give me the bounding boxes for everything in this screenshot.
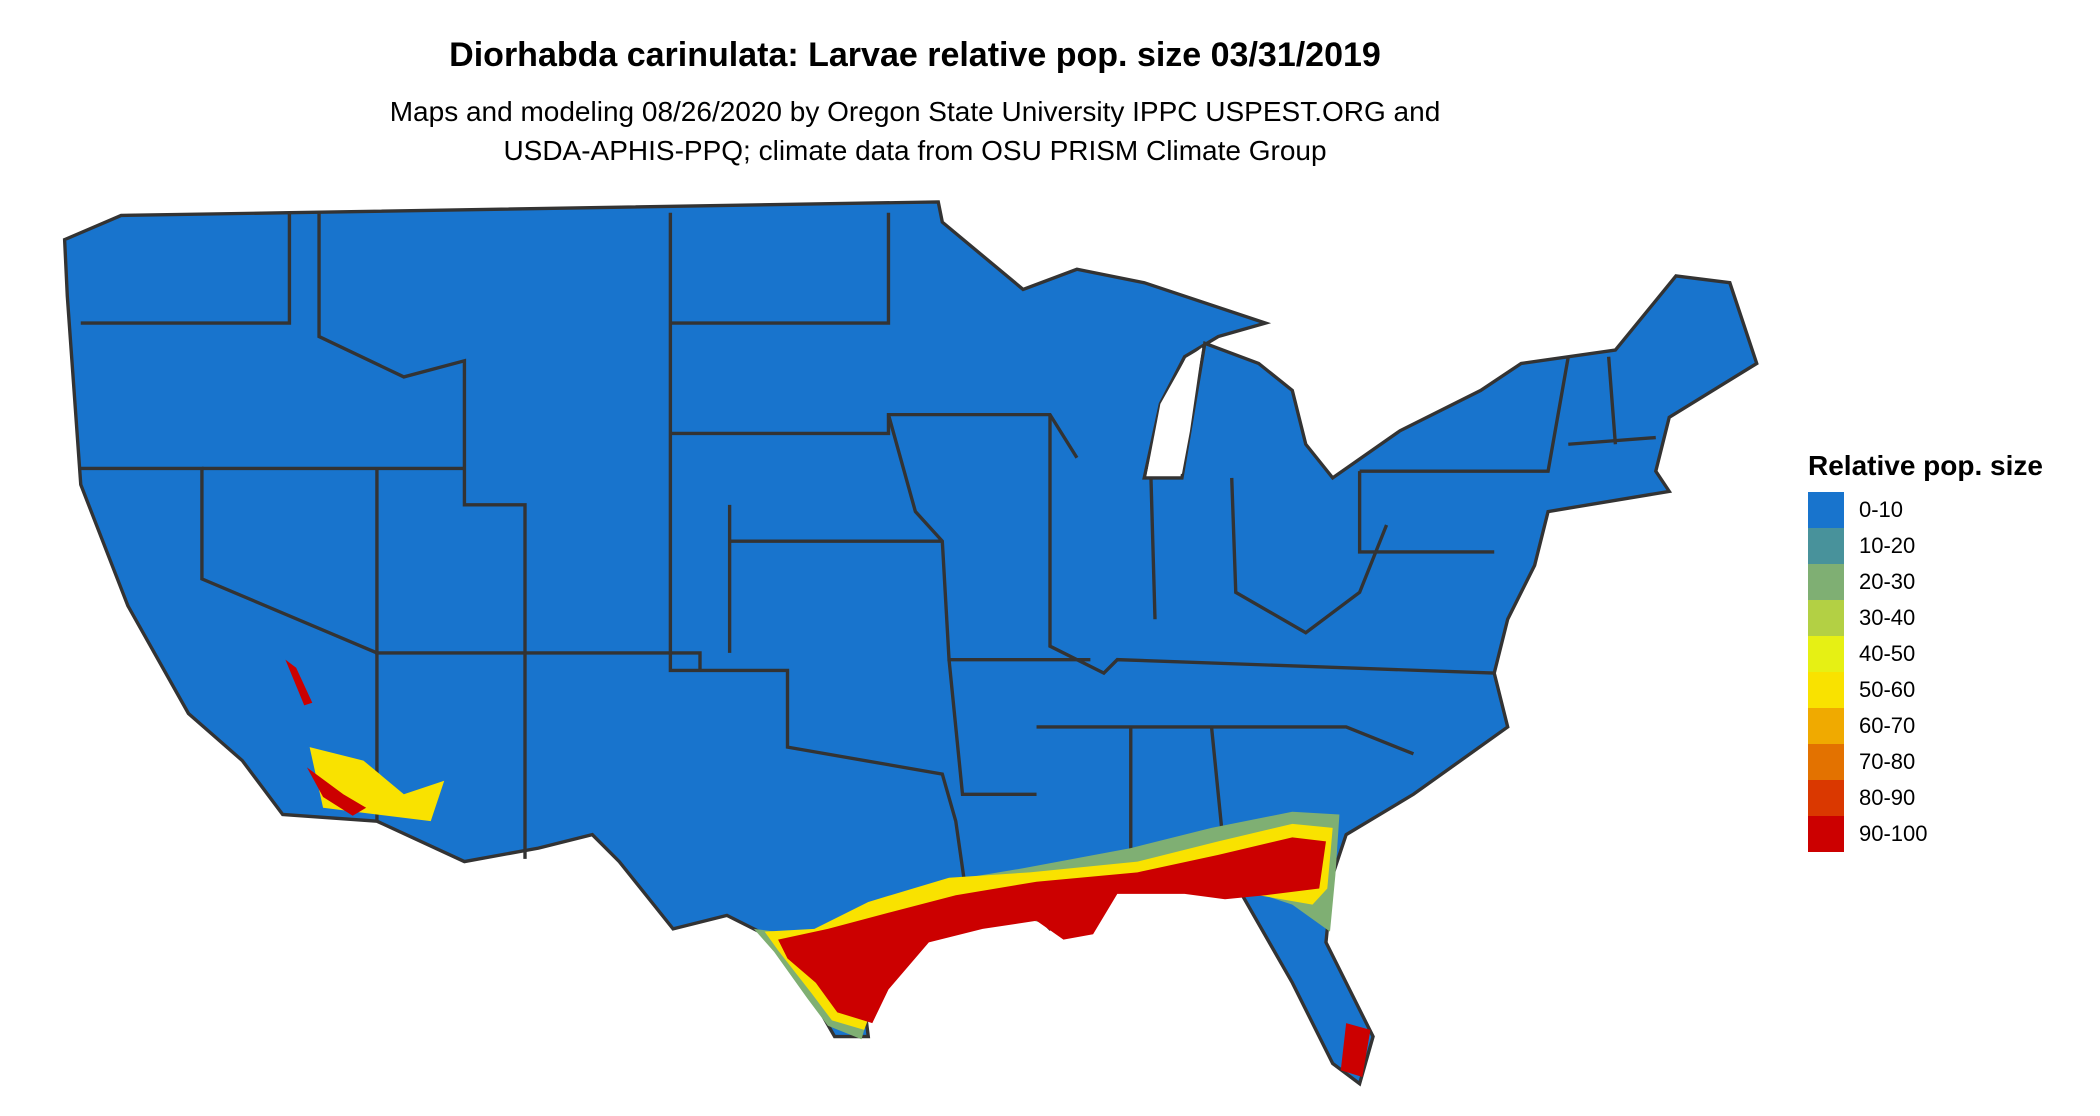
legend-title: Relative pop. size [1808, 450, 2043, 481]
legend-item: 0-10 [1808, 492, 2043, 528]
subtitle-line-2: USDA-APHIS-PPQ; climate data from OSU PR… [503, 135, 1327, 166]
legend-label: 0-10 [1859, 497, 1904, 522]
legend-item: 10-20 [1808, 528, 2043, 564]
map-subtitle: Maps and modeling 08/26/2020 by Oregon S… [0, 92, 1830, 170]
legend-item: 40-50 [1808, 636, 2043, 672]
legend-label: 40-50 [1859, 641, 1916, 666]
legend-swatch [1808, 492, 1844, 528]
legend-label: 70-80 [1859, 749, 1916, 774]
legend-label: 80-90 [1859, 785, 1916, 810]
legend: Relative pop. size 0-10 10-20 20-30 30-40 40… [1808, 450, 2043, 852]
legend-item: 30-40 [1808, 600, 2043, 636]
legend-item: 70-80 [1808, 744, 2043, 780]
legend-label: 60-70 [1859, 713, 1916, 738]
legend-swatch [1808, 564, 1844, 600]
legend-swatch [1808, 744, 1844, 780]
hotspot-gulf-coast [285, 659, 1371, 1077]
legend-label: 50-60 [1859, 677, 1916, 702]
subtitle-line-1: Maps and modeling 08/26/2020 by Oregon S… [389, 96, 1441, 127]
legend-swatch [1808, 672, 1844, 708]
map-title: Diorhabda carinulata: Larvae relative po… [449, 36, 1381, 74]
legend-item: 80-90 [1808, 780, 2043, 816]
legend-swatch [1808, 780, 1844, 816]
state-borders [80, 212, 1656, 916]
legend-swatch [1808, 600, 1844, 636]
legend-label: 20-30 [1859, 569, 1916, 594]
legend-swatch [1808, 816, 1844, 852]
legend-swatch [1808, 708, 1844, 744]
lake-michigan [1146, 347, 1203, 474]
legend-item: 60-70 [1808, 708, 2043, 744]
legend-label: 90-100 [1859, 821, 1928, 846]
legend-swatch [1808, 636, 1844, 672]
legend-item: 50-60 [1808, 672, 2043, 708]
legend-label: 30-40 [1859, 605, 1916, 630]
legend-swatch [1808, 528, 1844, 564]
legend-item: 90-100 [1808, 816, 2043, 852]
legend-label: 10-20 [1859, 533, 1916, 558]
legend-item: 20-30 [1808, 564, 2043, 600]
